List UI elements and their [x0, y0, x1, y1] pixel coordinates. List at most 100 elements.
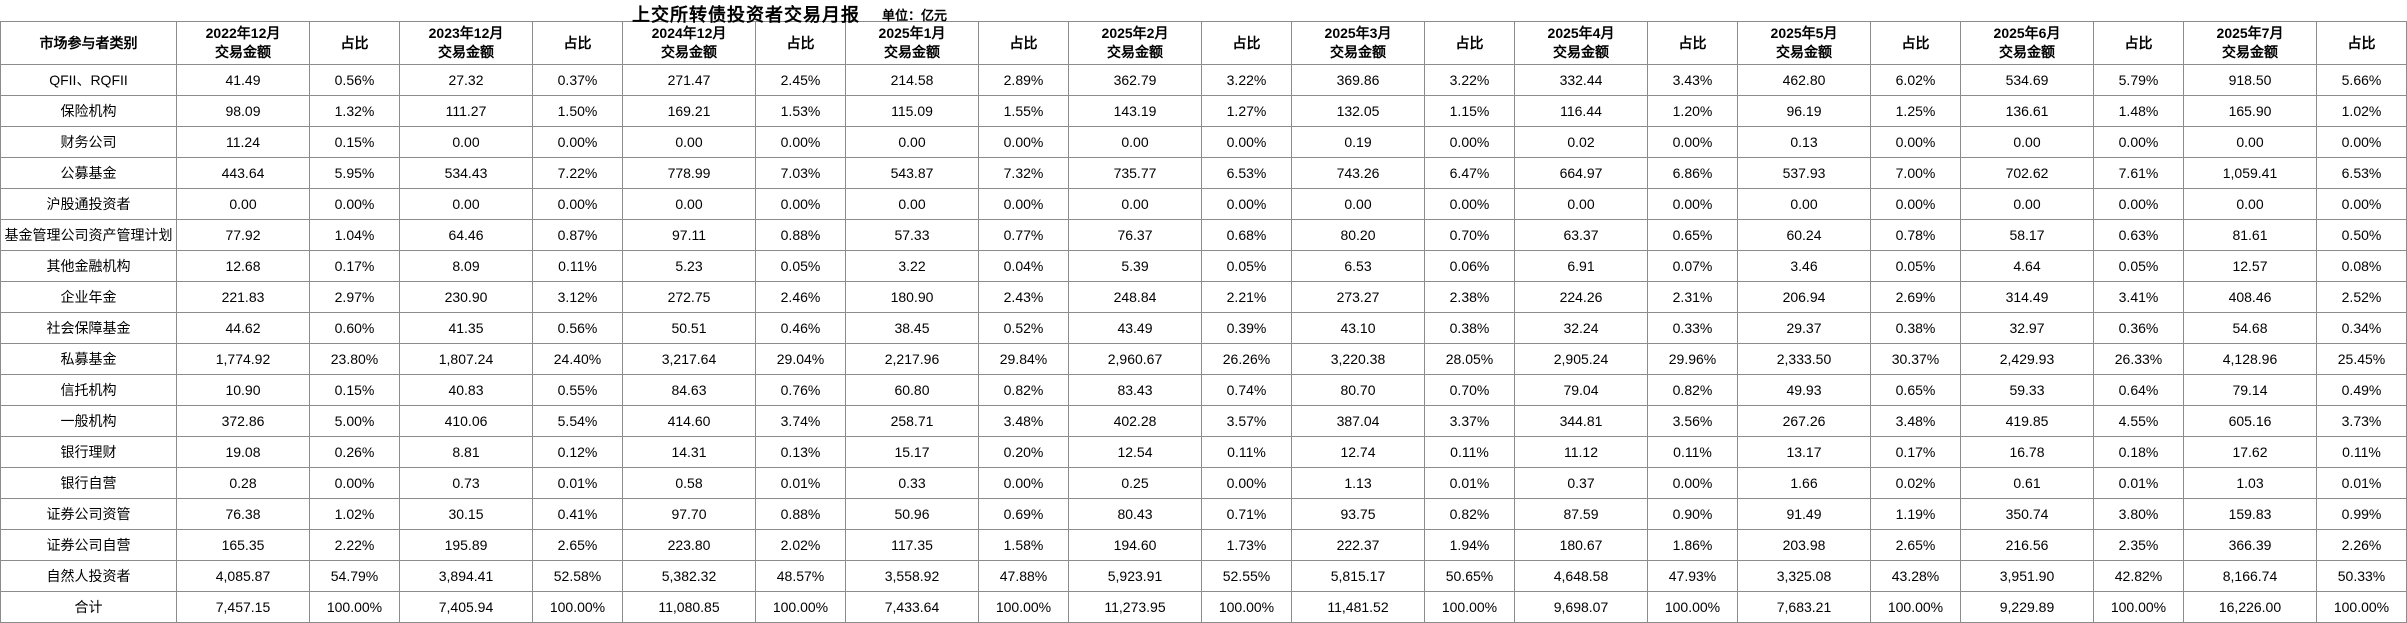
amount-cell: 12.54	[1068, 436, 1202, 468]
pct-cell: 5.54%	[532, 405, 623, 437]
amount-cell: 0.00	[1291, 188, 1425, 220]
table-row: 其他金融机构 12.68 0.17% 8.09 0.11% 5.23 0.05% 3.22 0.…	[0, 250, 2407, 282]
pct-cell: 100.00%	[1201, 591, 1292, 623]
amount-cell: 419.85	[1960, 405, 2094, 437]
amount-label: 交易金额	[1553, 44, 1609, 60]
row-category: 合计	[0, 591, 177, 623]
col-header-pct-1: 占比	[532, 21, 623, 65]
pct-cell: 2.69%	[1870, 281, 1961, 313]
page-title: 上交所转债投资者交易月报	[632, 5, 860, 25]
amount-cell: 57.33	[845, 219, 979, 251]
amount-cell: 27.32	[399, 64, 533, 96]
pct-cell: 0.11%	[2316, 436, 2407, 468]
col-header-pct-0: 占比	[309, 21, 400, 65]
table-row: 私募基金 1,774.92 23.80% 1,807.24 24.40% 3,217.64…	[0, 343, 2407, 375]
amount-cell: 76.38	[176, 498, 310, 530]
pct-cell: 0.01%	[532, 467, 623, 499]
pct-cell: 0.64%	[2093, 374, 2184, 406]
amount-cell: 0.00	[622, 126, 756, 158]
amount-cell: 534.69	[1960, 64, 2094, 96]
amount-cell: 81.61	[2183, 219, 2317, 251]
amount-cell: 0.28	[176, 467, 310, 499]
amount-cell: 97.70	[622, 498, 756, 530]
amount-label: 交易金额	[1330, 44, 1386, 60]
amount-cell: 87.59	[1514, 498, 1648, 530]
col-header-category: 市场参与者类别	[0, 21, 177, 65]
amount-cell: 195.89	[399, 529, 533, 561]
amount-label: 交易金额	[1776, 44, 1832, 60]
pct-cell: 100.00%	[2093, 591, 2184, 623]
amount-cell: 49.93	[1737, 374, 1871, 406]
amount-cell: 7,405.94	[399, 591, 533, 623]
amount-label: 交易金额	[884, 44, 940, 60]
amount-cell: 918.50	[2183, 64, 2317, 96]
col-header-amount-6: 2025年4月 交易金额	[1514, 21, 1648, 65]
amount-cell: 221.83	[176, 281, 310, 313]
row-category: 信托机构	[0, 374, 177, 406]
amount-cell: 60.80	[845, 374, 979, 406]
amount-cell: 3,217.64	[622, 343, 756, 375]
period-label: 2024年12月	[651, 25, 727, 42]
amount-cell: 216.56	[1960, 529, 2094, 561]
amount-cell: 11,080.85	[622, 591, 756, 623]
table-row: 基金管理公司资产管理计划 77.92 1.04% 64.46 0.87% 97.11 0.8…	[0, 219, 2407, 251]
pct-cell: 0.00%	[1647, 467, 1738, 499]
col-header-pct-6: 占比	[1647, 21, 1738, 65]
pct-cell: 0.00%	[978, 126, 1069, 158]
amount-cell: 0.00	[1514, 188, 1648, 220]
col-header-pct-9: 占比	[2316, 21, 2407, 65]
period-label: 2025年4月	[1547, 25, 1615, 42]
amount-cell: 222.37	[1291, 529, 1425, 561]
amount-cell: 159.83	[2183, 498, 2317, 530]
amount-cell: 9,698.07	[1514, 591, 1648, 623]
amount-cell: 1,807.24	[399, 343, 533, 375]
amount-cell: 44.62	[176, 312, 310, 344]
amount-cell: 165.90	[2183, 95, 2317, 127]
pct-cell: 2.89%	[978, 64, 1069, 96]
pct-cell: 0.00%	[1201, 188, 1292, 220]
row-category: 保险机构	[0, 95, 177, 127]
pct-cell: 0.74%	[1201, 374, 1292, 406]
amount-cell: 64.46	[399, 219, 533, 251]
amount-cell: 116.44	[1514, 95, 1648, 127]
pct-cell: 0.00%	[755, 126, 846, 158]
pct-cell: 3.73%	[2316, 405, 2407, 437]
pct-cell: 0.63%	[2093, 219, 2184, 251]
amount-cell: 143.19	[1068, 95, 1202, 127]
row-category: 财务公司	[0, 126, 177, 158]
period-label: 2025年2月	[1101, 25, 1169, 42]
pct-cell: 0.00%	[755, 188, 846, 220]
table-body: QFII、RQFII 41.49 0.56% 27.32 0.37% 271.47 2.45…	[0, 64, 2407, 623]
pct-cell: 2.65%	[1870, 529, 1961, 561]
amount-cell: 60.24	[1737, 219, 1871, 251]
amount-cell: 3.46	[1737, 250, 1871, 282]
amount-cell: 534.43	[399, 157, 533, 189]
pct-cell: 0.88%	[755, 498, 846, 530]
amount-cell: 2,960.67	[1068, 343, 1202, 375]
amount-cell: 362.79	[1068, 64, 1202, 96]
pct-cell: 3.74%	[755, 405, 846, 437]
pct-cell: 0.00%	[978, 188, 1069, 220]
amount-cell: 462.80	[1737, 64, 1871, 96]
pct-cell: 1.73%	[1201, 529, 1292, 561]
amount-cell: 314.49	[1960, 281, 2094, 313]
amount-cell: 0.02	[1514, 126, 1648, 158]
pct-cell: 3.48%	[1870, 405, 1961, 437]
pct-cell: 2.43%	[978, 281, 1069, 313]
pct-cell: 0.02%	[1870, 467, 1961, 499]
amount-cell: 6.53	[1291, 250, 1425, 282]
pct-cell: 2.21%	[1201, 281, 1292, 313]
pct-cell: 0.60%	[309, 312, 400, 344]
table-row: 银行理财 19.08 0.26% 8.81 0.12% 14.31 0.13% 15.17 0.…	[0, 436, 2407, 468]
amount-cell: 1.13	[1291, 467, 1425, 499]
amount-cell: 272.75	[622, 281, 756, 313]
pct-cell: 0.00%	[309, 467, 400, 499]
pct-cell: 0.41%	[532, 498, 623, 530]
amount-cell: 30.15	[399, 498, 533, 530]
amount-cell: 7,433.64	[845, 591, 979, 623]
amount-cell: 136.61	[1960, 95, 2094, 127]
pct-cell: 100.00%	[1424, 591, 1515, 623]
pct-cell: 7.32%	[978, 157, 1069, 189]
pct-cell: 48.57%	[755, 560, 846, 592]
amount-cell: 223.80	[622, 529, 756, 561]
